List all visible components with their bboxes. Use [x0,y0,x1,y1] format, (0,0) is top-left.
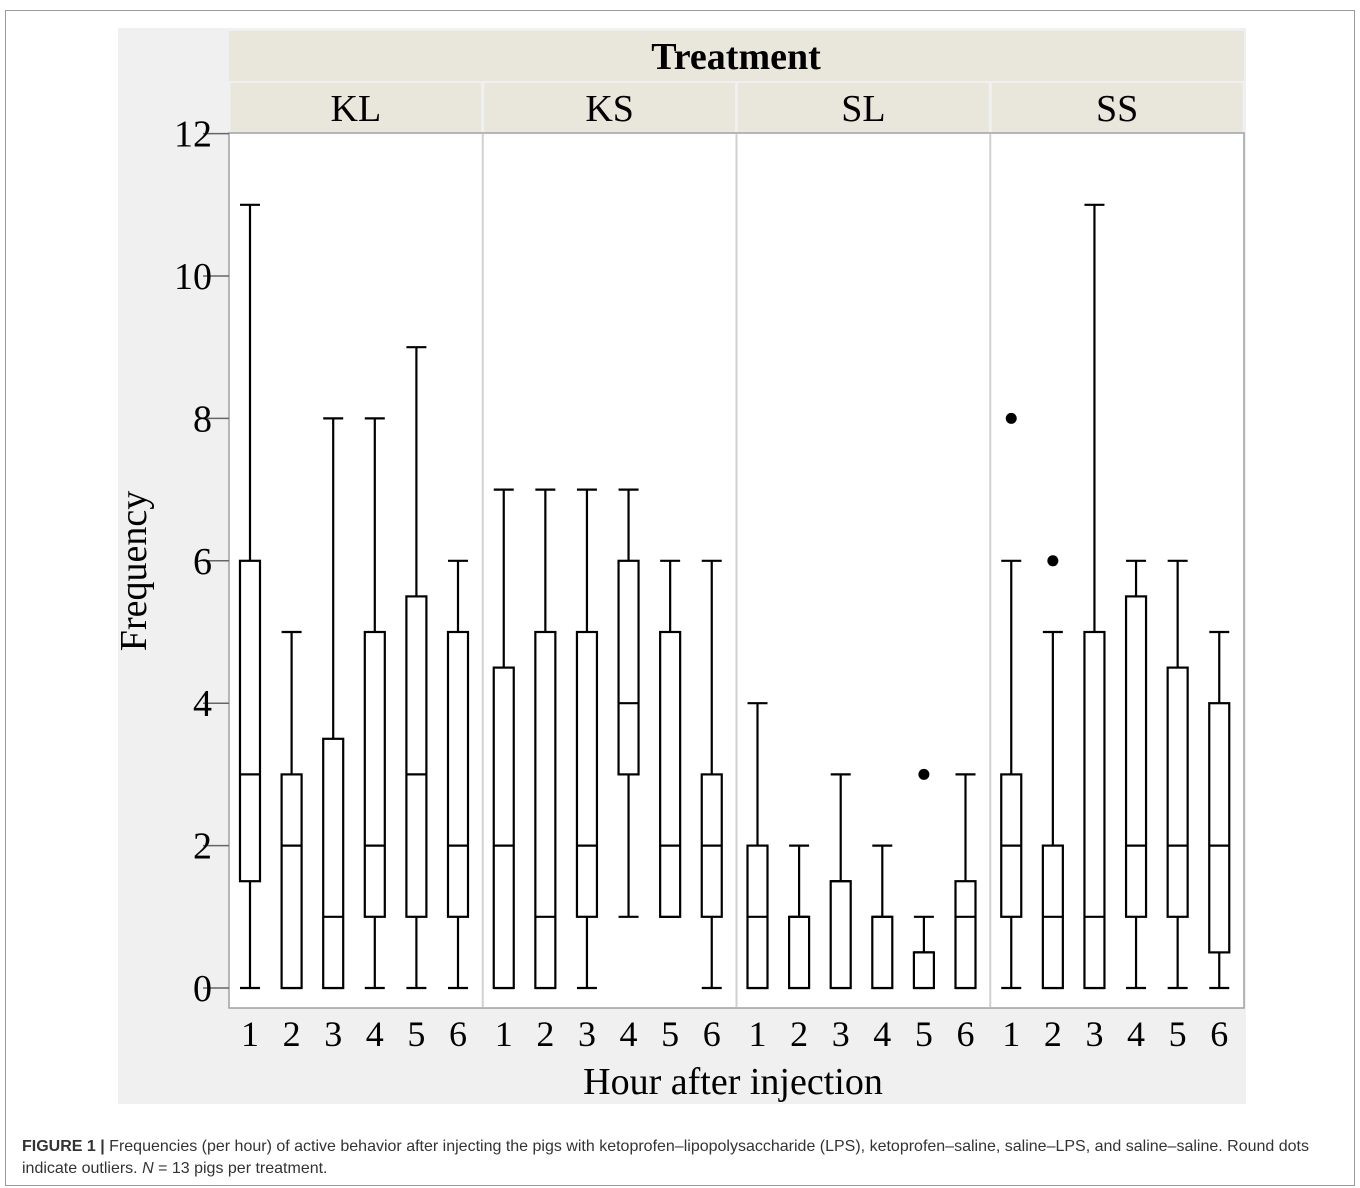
box-ss-4 [1124,595,1148,918]
x-tick-label: 1 [1002,1014,1020,1054]
x-tick-label: 6 [957,1014,975,1054]
facet-label-sl: SL [841,88,885,130]
facet-strip-sl [738,83,989,132]
outlier-point-sl-5 [918,768,930,780]
x-tick-label: 1 [241,1014,259,1054]
box-ks-5 [659,630,682,918]
facet-title-strip [229,31,1244,81]
x-tick-label: 3 [832,1014,850,1054]
caption-label: FIGURE 1 | [22,1138,105,1155]
box-ss-5 [1166,666,1189,918]
box-kl-1 [238,559,262,883]
facet-title: Treatment [651,36,821,78]
x-tick-label: 5 [407,1014,425,1054]
y-tick-label: 0 [193,968,212,1010]
x-tick-label: 2 [283,1014,301,1054]
facet-label-ss: SS [1096,88,1138,130]
x-tick-label: 4 [366,1014,384,1054]
x-tick-label: 4 [1127,1014,1145,1054]
x-tick-label: 5 [661,1014,679,1054]
y-axis-label: Frequency [113,491,155,651]
box-sl-2 [787,915,811,990]
facet-strip-ks [484,83,735,132]
box-kl-6 [446,630,470,918]
box-sl-5 [912,951,936,990]
box-ks-4 [617,559,640,776]
x-axis-label: Hour after injection [583,1061,883,1103]
facet-label-ks: KS [585,88,634,130]
figure-caption: FIGURE 1 | Frequencies (per hour) of act… [22,1136,1332,1180]
box-sl-3 [829,880,852,990]
y-tick-label: 8 [193,398,212,440]
x-tick-label: 3 [324,1014,342,1054]
box-kl-3 [322,737,345,990]
outlier-point-ss-1 [1005,412,1017,424]
box-kl-5 [405,595,428,918]
x-tick-label: 2 [1044,1014,1062,1054]
x-tick-label: 5 [1169,1014,1187,1054]
x-tick-label: 4 [620,1014,638,1054]
box-ks-3 [575,630,599,918]
x-tick-label: 1 [495,1014,513,1054]
x-tick-label: 2 [790,1014,808,1054]
box-ss-3 [1083,630,1106,990]
box-ks-1 [492,666,515,990]
x-tick-label: 6 [449,1014,467,1054]
y-tick-label: 6 [193,541,212,583]
caption-n-symbol: N [142,1160,154,1177]
box-kl-2 [280,773,303,990]
outlier-point-ss-2 [1047,555,1059,567]
x-tick-label: 1 [749,1014,767,1054]
y-tick-label: 12 [174,114,212,156]
x-tick-label: 5 [915,1014,933,1054]
x-tick-label: 6 [1210,1014,1228,1054]
x-tick-label: 6 [703,1014,721,1054]
caption-text: Frequencies (per hour) of active behavio… [22,1138,1309,1177]
caption-text-end: = 13 pigs per treatment. [153,1160,328,1177]
box-kl-4 [363,630,386,918]
box-sl-4 [871,915,894,990]
y-tick-label: 2 [193,826,212,868]
facet-strip-kl [230,83,482,132]
box-sl-6 [954,880,977,990]
facet-label-kl: KL [331,88,382,130]
x-tick-label: 3 [1085,1014,1103,1054]
x-tick-label: 2 [536,1014,554,1054]
y-tick-label: 4 [193,683,212,725]
box-ss-6 [1208,702,1231,954]
box-ks-2 [534,630,557,990]
x-tick-label: 4 [873,1014,891,1054]
y-tick-label: 10 [174,256,212,298]
facet-strip-ss [991,83,1243,132]
x-tick-label: 3 [578,1014,596,1054]
